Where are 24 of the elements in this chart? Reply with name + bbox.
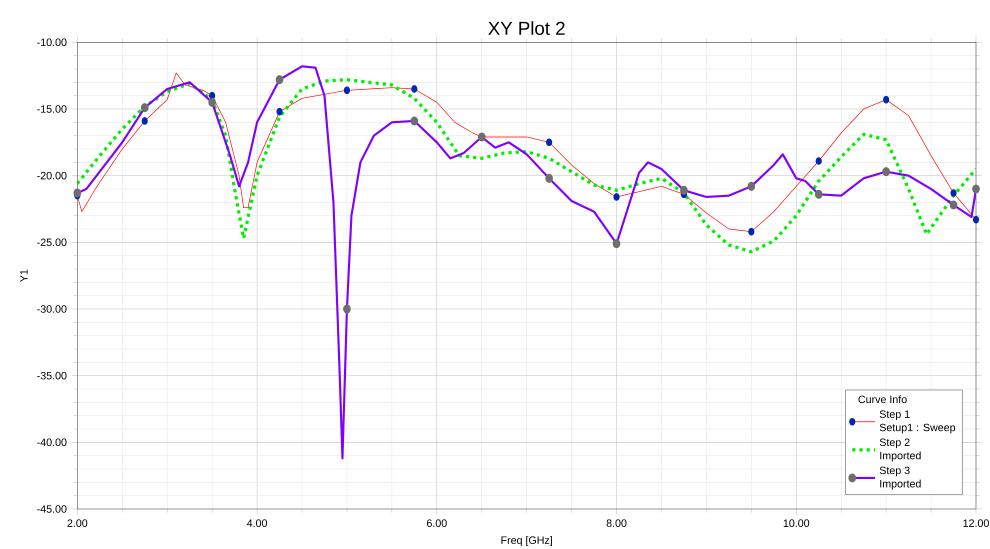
x-tick-label: 4.00 xyxy=(246,519,268,527)
annotation: Imported xyxy=(880,480,921,490)
legend-title: Curve Info xyxy=(858,395,907,404)
y-tick-label: -10.00 xyxy=(37,38,67,46)
y-axis-title: Y1 xyxy=(20,270,28,282)
y-tick-label: -40.00 xyxy=(37,438,67,446)
y-tick-label: -35.00 xyxy=(37,372,67,380)
legend-label: Step 3 xyxy=(880,466,910,476)
x-tick-label: 10.00 xyxy=(784,519,810,527)
x-tick-label: 6.00 xyxy=(426,519,447,527)
y-tick-label: -15.00 xyxy=(37,105,67,113)
chart-title: XY Plot 2 xyxy=(488,21,565,35)
annotation: Imported xyxy=(880,452,921,462)
x-tick-label: 12.00 xyxy=(963,519,989,527)
y-tick-label: -25.00 xyxy=(37,238,67,246)
x-axis-title: Freq [GHz] xyxy=(501,536,552,546)
y-tick-label: -45.00 xyxy=(37,505,67,513)
x-tick-label: 8.00 xyxy=(606,519,626,527)
legend-label: Step 1 xyxy=(880,410,910,420)
annotation: Setup1 : Sweep xyxy=(880,424,956,434)
x-tick-label: 2.00 xyxy=(68,519,88,527)
y-tick-label: -20.00 xyxy=(37,172,67,180)
legend-label: Step 2 xyxy=(880,438,910,448)
y-tick-label: -30.00 xyxy=(37,305,67,313)
